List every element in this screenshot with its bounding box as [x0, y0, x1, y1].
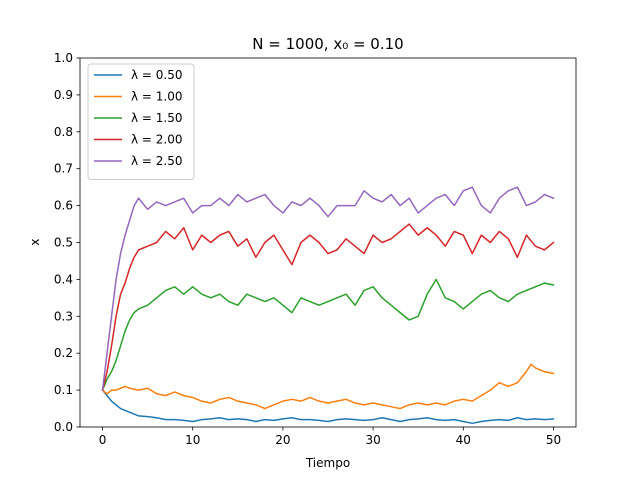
y-tick-label: 1.0 [54, 51, 73, 65]
x-tick-label: 10 [185, 433, 200, 447]
legend: λ = 0.50 λ = 1.00 λ = 1.50 λ = 2.00 λ = 2.50 [87, 63, 195, 180]
x-tick-label: 30 [365, 433, 380, 447]
legend-label-5: λ = 2.50 [131, 154, 183, 168]
y-tick-label: 0.1 [54, 383, 73, 397]
plot-area: 0 10 20 30 40 50 0.0 0.1 0.2 0.3 0.4 0.5 0.6 0.7 0.8 0.… [54, 51, 577, 447]
series-line-3 [101, 278, 555, 392]
y-axis-label: x [28, 238, 42, 245]
series-line-4 [101, 223, 555, 392]
y-tick-label: 0.4 [54, 272, 73, 286]
y-tick-label: 0.8 [54, 125, 73, 139]
y-tick-label: 0.9 [54, 88, 73, 102]
x-tick-label: 0 [99, 433, 107, 447]
series-line-5 [101, 186, 555, 391]
series-line-1 [101, 389, 555, 425]
legend-label-4: λ = 2.00 [131, 133, 183, 147]
y-tick-label: 0.2 [54, 346, 73, 360]
legend-box [87, 63, 195, 180]
series-line-2 [101, 363, 555, 410]
x-tick-label: 50 [546, 433, 561, 447]
y-tick-label: 0.0 [54, 420, 73, 434]
x-tick-label: 20 [275, 433, 290, 447]
chart-title: N = 1000, x₀ = 0.10 [252, 35, 403, 53]
legend-label-2: λ = 1.00 [131, 90, 183, 104]
legend-label-3: λ = 1.50 [131, 111, 183, 125]
y-tick-label: 0.5 [54, 236, 73, 250]
legend-label-1: λ = 0.50 [131, 68, 183, 82]
x-tick-label: 40 [456, 433, 471, 447]
y-tick-label: 0.7 [54, 162, 73, 176]
y-tick-label: 0.6 [54, 199, 73, 213]
y-tick-label: 0.3 [54, 309, 73, 323]
x-axis-label: Tiempo [305, 456, 350, 470]
